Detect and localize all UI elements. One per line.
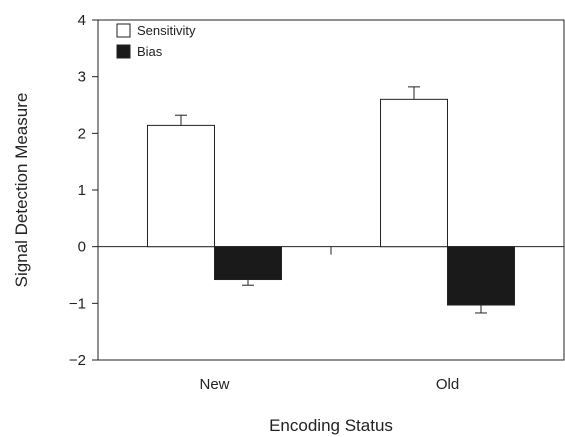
bar-sensitivity-new: [147, 124, 215, 248]
error-bar-group: [175, 86, 487, 314]
y-axis: −2 −1 0 1 2 3 4: [69, 12, 98, 369]
bar-bias-old: [447, 246, 515, 306]
y-tick-label: −1: [69, 295, 86, 312]
y-tick-label: 1: [78, 182, 86, 199]
bar-sensitivity-old: [380, 98, 448, 248]
legend: Sensitivity Bias: [116, 23, 196, 59]
y-tick-label: 2: [78, 125, 86, 142]
legend-label-bias: Bias: [137, 44, 163, 59]
x-axis-title: Encoding Status: [269, 416, 393, 435]
legend-swatch-sensitivity: [116, 23, 131, 38]
y-tick-label: 3: [78, 69, 86, 86]
bar-bias-new: [214, 246, 282, 281]
y-axis-title: Signal Detection Measure: [12, 93, 31, 288]
y-tick-label: 4: [78, 12, 86, 29]
legend-label-sensitivity: Sensitivity: [137, 23, 196, 38]
x-axis-category-labels: New Old: [199, 376, 459, 393]
y-tick-label: −2: [69, 352, 86, 369]
y-tick-label: 0: [78, 239, 86, 256]
legend-swatch-bias: [116, 44, 131, 59]
x-category-label: Old: [436, 376, 459, 393]
x-category-label: New: [199, 376, 229, 393]
bar-series-group: [147, 98, 515, 306]
